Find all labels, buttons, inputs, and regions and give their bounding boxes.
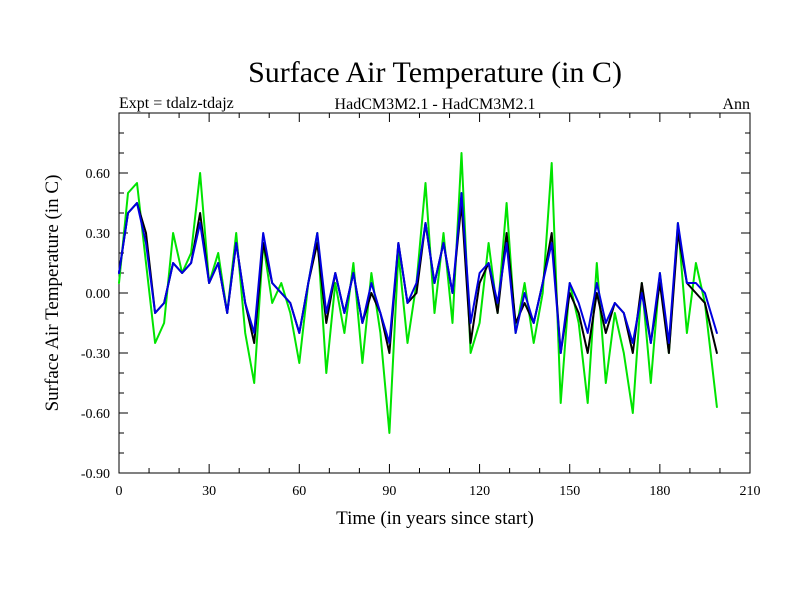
y-tick-label: 0.00	[86, 287, 111, 302]
period-label: Ann	[722, 96, 750, 113]
x-tick-label: 30	[202, 484, 216, 499]
series-group	[118, 152, 718, 434]
y-tick-label: -0.90	[81, 467, 110, 482]
axis-ticks	[118, 113, 751, 474]
model-label: HadCM3M2.1 - HadCM3M2.1	[335, 96, 536, 113]
y-axis-label: Surface Air Temperature (in C)	[42, 175, 63, 412]
experiment-label: Expt = tdalz-tdajz	[119, 95, 234, 112]
y-tick-label: -0.60	[81, 407, 110, 422]
y-tick-labels: -0.90 -0.60 -0.30 0.00 0.30 0.60	[81, 167, 110, 482]
x-tick-label: 150	[559, 484, 580, 499]
x-tick-label: 210	[740, 484, 761, 499]
x-axis-label: Time (in years since start)	[336, 508, 534, 529]
x-tick-label: 120	[469, 484, 490, 499]
series-line-green	[118, 152, 718, 434]
x-tick-label: 0	[116, 484, 123, 499]
plot-frame	[118, 112, 751, 474]
chart-title: Surface Air Temperature (in C)	[248, 56, 622, 89]
series-line-blue	[118, 192, 718, 354]
x-tick-label: 180	[649, 484, 670, 499]
y-tick-label: 0.60	[86, 167, 111, 182]
x-tick-labels: 0 30 60 90 120 150 180 210	[116, 484, 761, 499]
x-tick-label: 90	[382, 484, 396, 499]
x-tick-label: 60	[292, 484, 306, 499]
y-tick-label: -0.30	[81, 347, 110, 362]
y-tick-label: 0.30	[86, 227, 111, 242]
